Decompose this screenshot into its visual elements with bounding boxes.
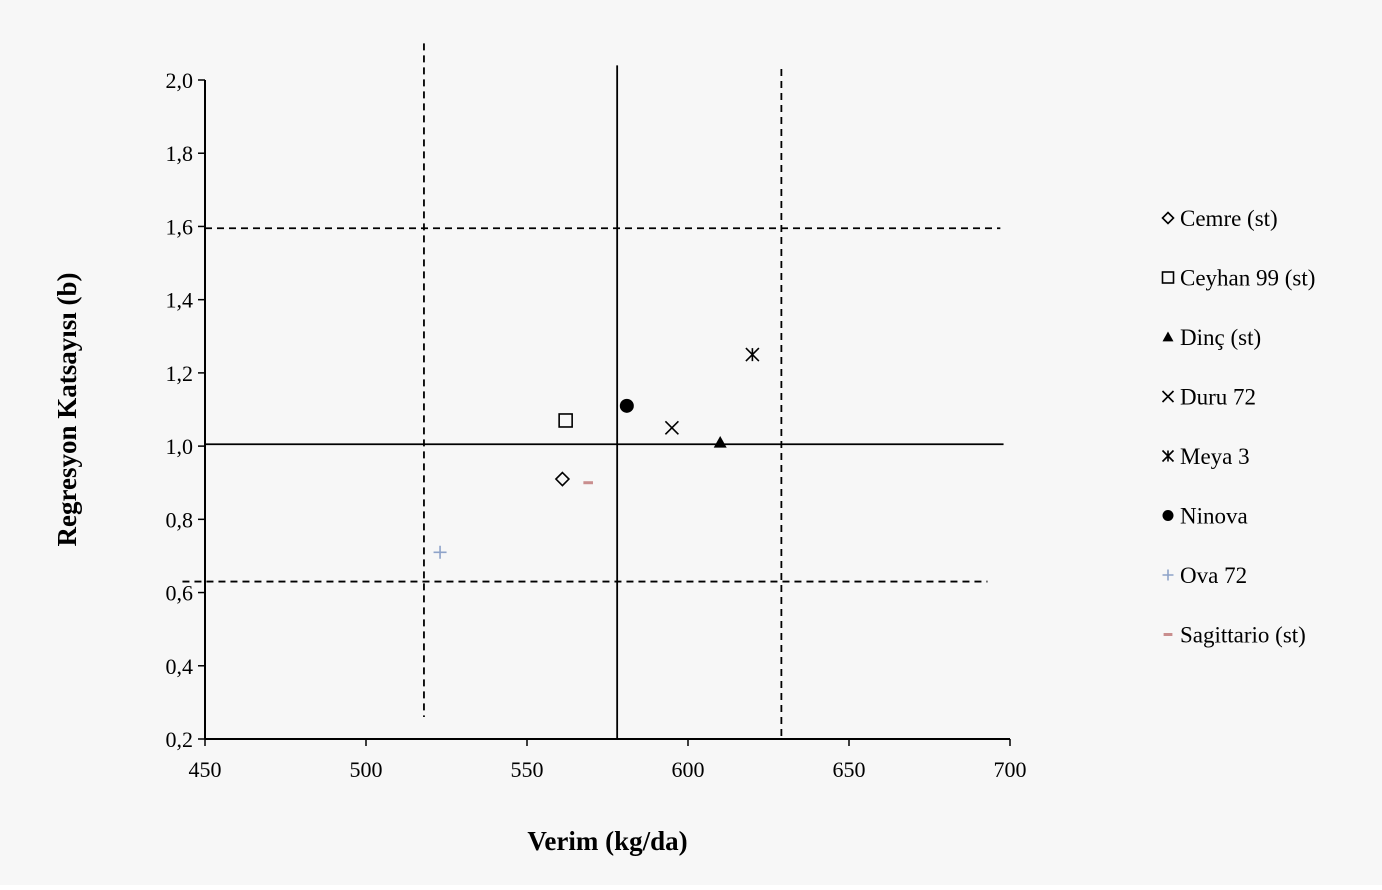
x-tick-label: 650 — [833, 757, 866, 782]
data-point — [745, 347, 760, 362]
y-tick-label: 1,0 — [166, 434, 194, 459]
y-tick-label: 0,8 — [166, 507, 194, 532]
data-point — [558, 413, 573, 428]
y-tick-label: 1,2 — [166, 361, 194, 386]
legend-item: Duru 72 — [1161, 385, 1256, 410]
x-tick-label: 500 — [350, 757, 383, 782]
legend: Cemre (st) Ceyhan 99 (st) Dinç (st) Duru 72… — [1161, 206, 1315, 648]
axes — [204, 80, 1010, 740]
data-point — [664, 420, 679, 435]
y-axis-title: Regresyon Katsayısı (b) — [52, 273, 82, 547]
legend-label: Ova 72 — [1180, 563, 1247, 588]
x-axis-title: Verim (kg/da) — [527, 826, 687, 856]
legend-marker — [1162, 569, 1174, 581]
data-point — [713, 435, 727, 448]
y-tick-label: 1,8 — [166, 141, 194, 166]
legend-marker — [1163, 633, 1173, 636]
reference-lines — [182, 43, 1004, 739]
y-tick-label: 2,0 — [166, 68, 194, 93]
legend-item: Sagittario (st) — [1163, 623, 1306, 648]
legend-marker — [1161, 449, 1175, 463]
legend-label: Ceyhan 99 (st) — [1180, 266, 1315, 291]
legend-item: Cemre (st) — [1161, 206, 1278, 231]
legend-marker — [1162, 510, 1174, 521]
legend-label: Sagittario (st) — [1180, 623, 1306, 648]
x-tick-label: 700 — [994, 757, 1027, 782]
legend-label: Meya 3 — [1180, 444, 1250, 469]
legend-marker — [1161, 211, 1175, 225]
legend-item: Ninova — [1162, 504, 1248, 529]
data-point — [433, 545, 447, 559]
legend-label: Cemre (st) — [1180, 206, 1278, 231]
data-point — [619, 398, 634, 413]
legend-item: Dinç (st) — [1162, 325, 1261, 350]
y-tick-label: 1,6 — [166, 214, 194, 239]
data-point — [554, 471, 571, 487]
legend-marker — [1162, 331, 1174, 342]
legend-label: Ninova — [1180, 504, 1248, 529]
legend-item: Ova 72 — [1162, 563, 1247, 588]
y-ticks: 0,2 0,4 0,6 0,8 1,0 1,2 1,4 1,6 1,8 2,0 — [166, 68, 205, 752]
data-points — [433, 347, 760, 559]
y-tick-label: 1,4 — [166, 288, 194, 313]
legend-marker — [1161, 390, 1175, 403]
legend-item: Meya 3 — [1161, 444, 1250, 469]
x-tick-label: 600 — [672, 757, 705, 782]
legend-label: Duru 72 — [1180, 385, 1256, 410]
y-tick-label: 0,2 — [166, 727, 194, 752]
x-ticks: 450 500 550 600 650 700 — [189, 739, 1027, 782]
legend-marker — [1161, 271, 1175, 284]
x-tick-label: 550 — [511, 757, 544, 782]
data-point — [583, 481, 593, 485]
legend-item: Ceyhan 99 (st) — [1161, 266, 1315, 291]
x-tick-label: 450 — [189, 757, 222, 782]
y-tick-label: 0,4 — [166, 654, 194, 679]
y-tick-label: 0,6 — [166, 581, 194, 606]
legend-label: Dinç (st) — [1180, 325, 1261, 350]
